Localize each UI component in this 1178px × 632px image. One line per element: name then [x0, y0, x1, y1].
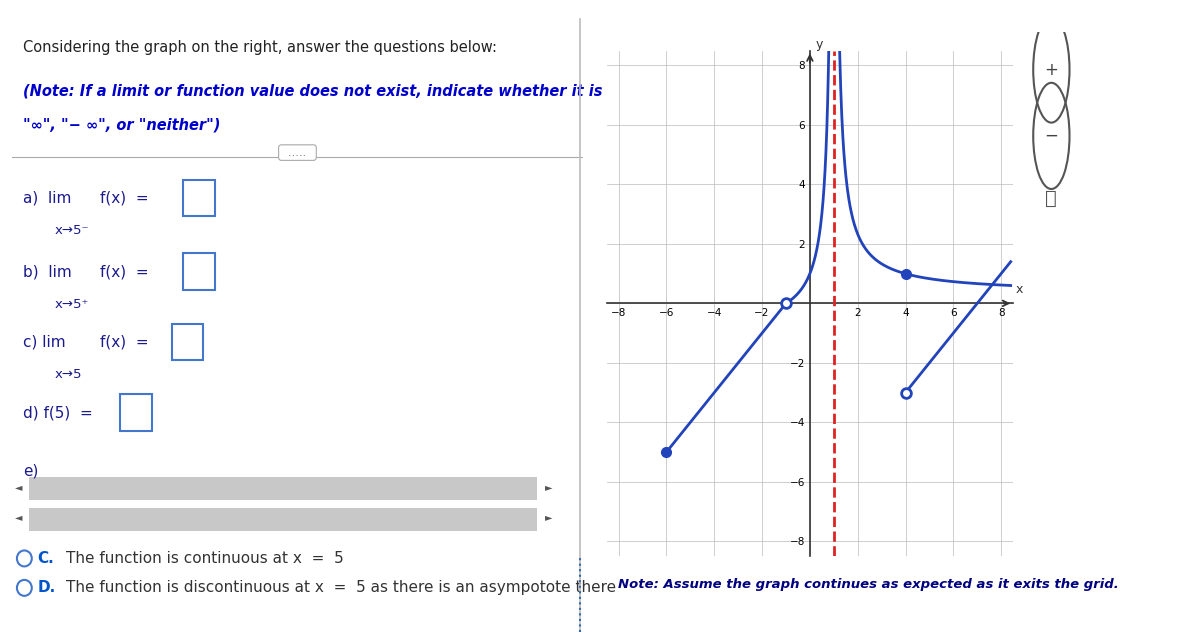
Text: Considering the graph on the right, answer the questions below:: Considering the graph on the right, answ…	[24, 40, 497, 56]
Text: x: x	[1015, 283, 1023, 296]
FancyBboxPatch shape	[184, 253, 214, 290]
Text: ►: ►	[545, 482, 552, 492]
Text: d) f(5)  =: d) f(5) =	[24, 405, 93, 420]
Text: y: y	[816, 37, 823, 51]
Text: b)  lim: b) lim	[24, 264, 72, 279]
Text: ►: ►	[545, 513, 552, 523]
FancyBboxPatch shape	[120, 394, 152, 431]
Text: c) lim: c) lim	[24, 335, 66, 349]
FancyBboxPatch shape	[172, 324, 203, 360]
Text: +: +	[1045, 61, 1058, 78]
Text: −: −	[1045, 127, 1058, 145]
Text: f(x)  =: f(x) =	[100, 191, 148, 205]
Text: C.: C.	[38, 551, 54, 566]
Text: Note: Assume the graph continues as expected as it exits the grid.: Note: Assume the graph continues as expe…	[617, 578, 1119, 592]
Text: a)  lim: a) lim	[24, 191, 72, 205]
Text: f(x)  =: f(x) =	[100, 264, 148, 279]
FancyBboxPatch shape	[29, 477, 537, 500]
Text: The function is discontinuous at x  =  5 as there is an asympotote there: The function is discontinuous at x = 5 a…	[66, 580, 616, 595]
FancyBboxPatch shape	[184, 179, 214, 216]
Text: e): e)	[24, 463, 39, 478]
Text: "∞", "− ∞", or "neither"): "∞", "− ∞", or "neither")	[24, 117, 220, 132]
Text: .....: .....	[282, 148, 313, 157]
Text: x→5⁻: x→5⁻	[54, 224, 90, 238]
Text: D.: D.	[38, 580, 55, 595]
Text: ⧉: ⧉	[1046, 189, 1057, 208]
Text: x→5: x→5	[54, 368, 82, 381]
Text: ◄: ◄	[15, 482, 22, 492]
Text: (Note: If a limit or function value does not exist, indicate whether it is: (Note: If a limit or function value does…	[24, 83, 603, 99]
Text: f(x)  =: f(x) =	[100, 335, 148, 349]
Text: x→5⁺: x→5⁺	[54, 298, 90, 311]
Text: The function is continuous at x  =  5: The function is continuous at x = 5	[66, 551, 344, 566]
Text: ◄: ◄	[15, 513, 22, 523]
FancyBboxPatch shape	[29, 507, 537, 531]
